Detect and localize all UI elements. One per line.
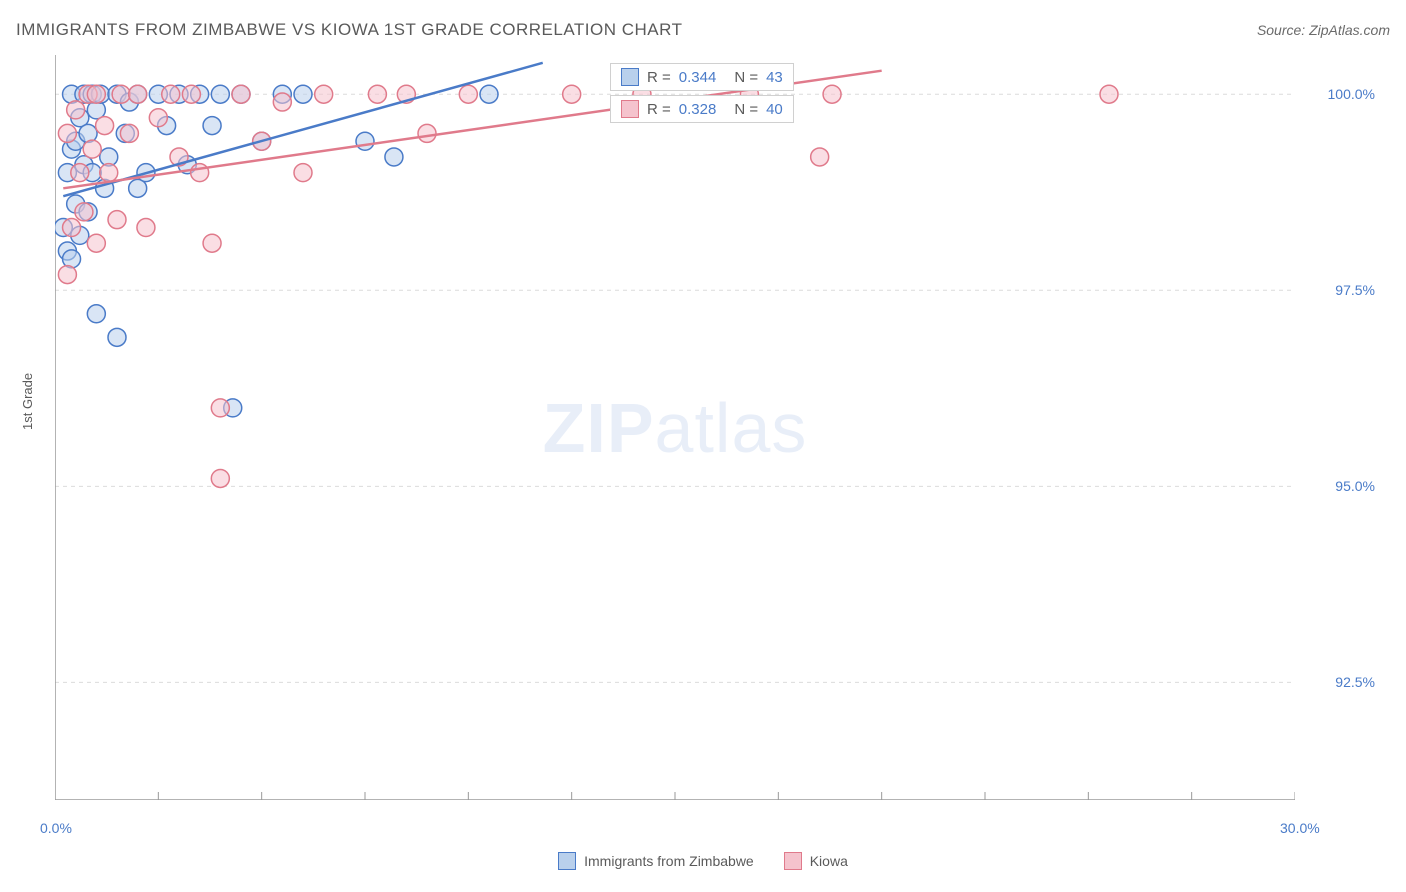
stats-box: R = 0.328 N = 40 <box>610 95 794 123</box>
stats-swatch <box>621 68 639 86</box>
chart-title: IMMIGRANTS FROM ZIMBABWE VS KIOWA 1ST GR… <box>16 20 683 40</box>
x-tick-label: 0.0% <box>40 820 72 836</box>
legend-item-kiowa: Kiowa <box>784 852 848 870</box>
scatter-plot <box>55 55 1295 800</box>
legend-label-kiowa: Kiowa <box>810 853 848 869</box>
stats-n-value: 43 <box>766 69 783 86</box>
stats-n-label: N = <box>734 69 758 86</box>
title-bar: IMMIGRANTS FROM ZIMBABWE VS KIOWA 1ST GR… <box>16 20 1390 40</box>
y-axis-label: 1st Grade <box>20 373 35 430</box>
stats-box: R = 0.344 N = 43 <box>610 63 794 91</box>
stats-n-value: 40 <box>766 101 783 118</box>
legend-label-zimbabwe: Immigrants from Zimbabwe <box>584 853 754 869</box>
stats-r-label: R = <box>647 69 671 86</box>
stats-r-value: 0.328 <box>679 101 717 118</box>
source-attribution: Source: ZipAtlas.com <box>1257 22 1390 38</box>
x-tick-label: 30.0% <box>1280 820 1320 836</box>
stats-swatch <box>621 100 639 118</box>
y-tick-label: 100.0% <box>1315 86 1375 102</box>
y-tick-label: 95.0% <box>1315 478 1375 494</box>
bottom-legend: Immigrants from Zimbabwe Kiowa <box>0 852 1406 870</box>
y-tick-label: 92.5% <box>1315 674 1375 690</box>
legend-swatch-kiowa <box>784 852 802 870</box>
chart-area: ZIPatlas R =0.344N =43R =0.328N =40 92.5… <box>55 55 1295 800</box>
stats-r-label: R = <box>647 101 671 118</box>
legend-swatch-zimbabwe <box>558 852 576 870</box>
stats-r-value: 0.344 <box>679 69 717 86</box>
y-tick-label: 97.5% <box>1315 282 1375 298</box>
legend-item-zimbabwe: Immigrants from Zimbabwe <box>558 852 754 870</box>
stats-n-label: N = <box>734 101 758 118</box>
